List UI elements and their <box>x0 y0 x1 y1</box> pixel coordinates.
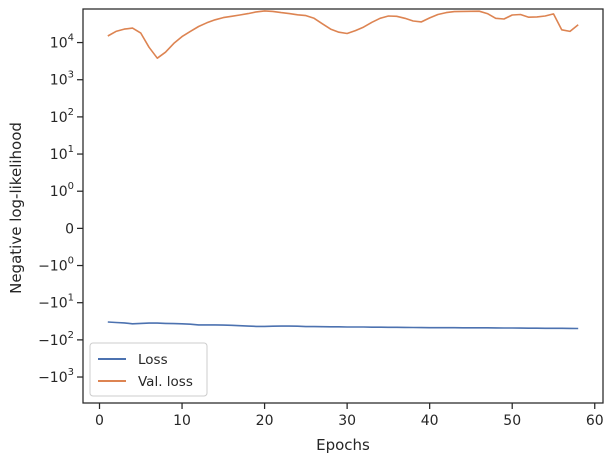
x-axis-label: Epochs <box>316 436 370 454</box>
y-tick-base: −10 <box>38 259 68 275</box>
y-tick-exponent: 4 <box>68 33 74 44</box>
y-axis-label: Negative log-likelihood <box>7 122 25 294</box>
y-tick-label: 102 <box>50 107 74 126</box>
x-tick-label: 40 <box>421 413 439 429</box>
x-tick-label: 60 <box>586 413 604 429</box>
y-tick-exponent: 0 <box>68 181 74 192</box>
y-tick-base: 10 <box>50 36 68 52</box>
y-tick-base: 10 <box>50 73 68 89</box>
y-tick-exponent: 3 <box>68 70 74 81</box>
x-tick-label: 10 <box>173 413 191 429</box>
y-tick-base: 10 <box>50 110 68 126</box>
y-tick-exponent: 1 <box>68 293 74 304</box>
y-tick-label: −100 <box>38 256 74 275</box>
x-tick-label: 30 <box>338 413 356 429</box>
y-tick-exponent: 3 <box>68 367 74 378</box>
y-tick-label: −101 <box>38 293 74 312</box>
y-tick-label: −102 <box>38 330 74 349</box>
y-tick-base: −10 <box>38 370 68 386</box>
y-tick-label: −103 <box>38 367 74 386</box>
y-tick-exponent: 2 <box>68 107 74 118</box>
y-tick-base: 10 <box>50 147 68 163</box>
x-tick-label: 50 <box>503 413 521 429</box>
y-tick-exponent: 1 <box>68 144 74 155</box>
y-tick-label: 100 <box>50 181 74 200</box>
legend-label-loss: Loss <box>138 352 168 368</box>
series-line-val-loss <box>107 10 579 60</box>
y-tick-exponent: 2 <box>68 330 74 341</box>
y-tick-label: 101 <box>50 144 74 163</box>
y-tick-base: −10 <box>38 296 68 312</box>
series-line-loss <box>107 321 579 330</box>
x-tick-label: 20 <box>256 413 274 429</box>
y-tick-label: 104 <box>50 33 74 52</box>
series-lines <box>107 10 579 330</box>
legend-box <box>89 342 208 397</box>
y-tick-exponent: 0 <box>68 256 74 267</box>
y-tick-label: 0 <box>65 221 74 237</box>
y-tick-base: 10 <box>50 184 68 200</box>
y-tick-base: −10 <box>38 333 68 349</box>
y-tick-base: 0 <box>65 221 74 237</box>
legend-label-val-loss: Val. loss <box>138 374 193 390</box>
y-tick-label: 103 <box>50 70 74 89</box>
legend: Loss Val. loss <box>89 342 208 397</box>
x-tick-label: 0 <box>95 413 104 429</box>
plot-frame <box>82 8 604 404</box>
x-axis-ticks: 0 10 20 30 40 50 60 <box>95 403 604 429</box>
